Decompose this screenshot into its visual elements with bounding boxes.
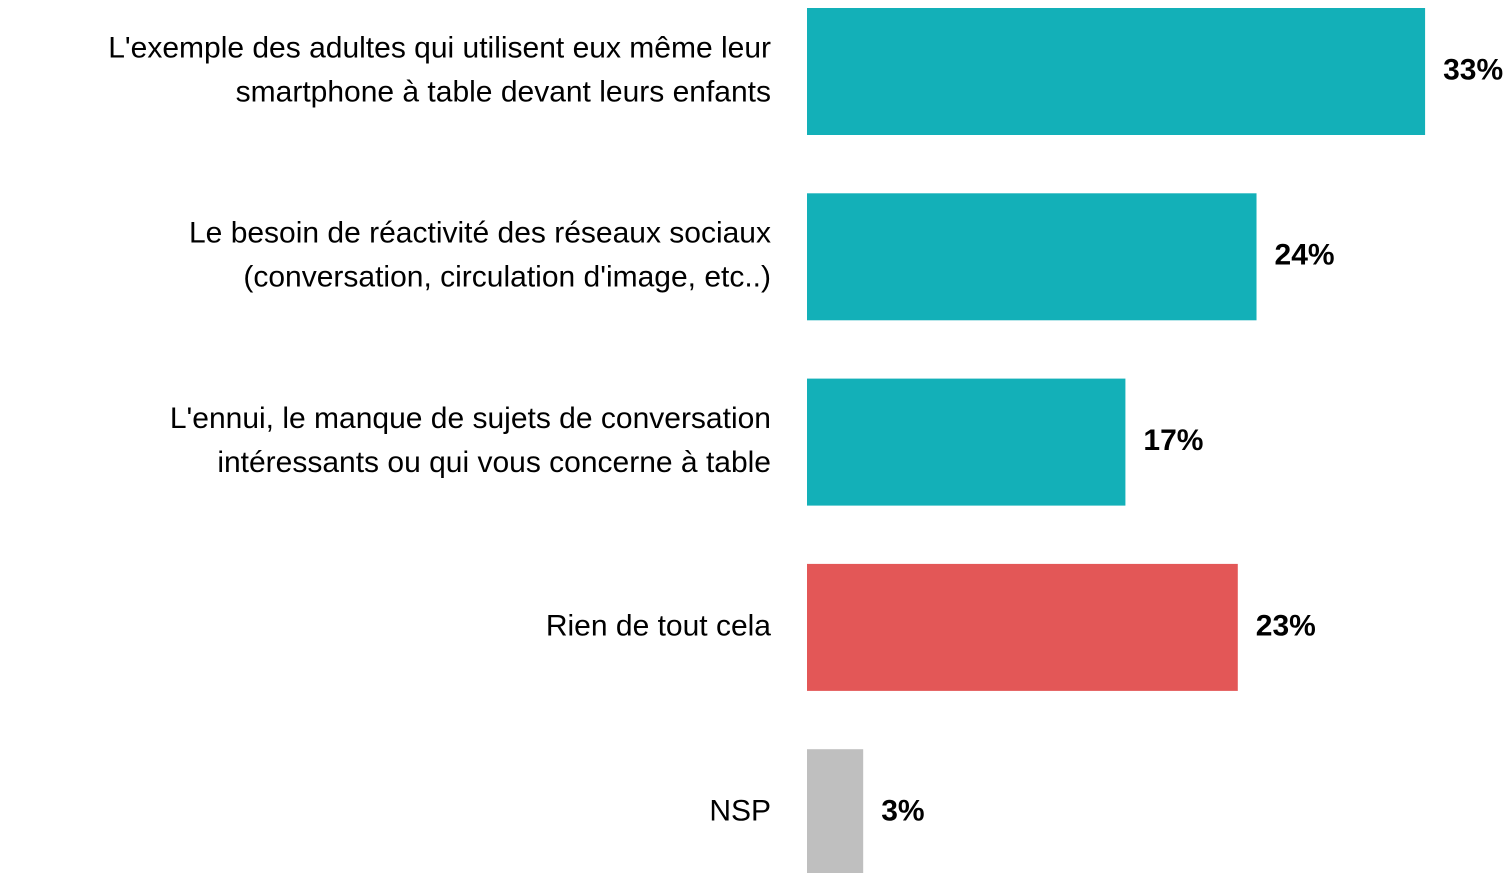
value-label: 17% [1143,424,1203,457]
category-label: Rien de tout cela [546,609,771,642]
category-label: intéressants ou qui vous concerne à tabl… [217,446,771,479]
bar [807,193,1257,321]
value-label: 33% [1443,53,1503,86]
category-label: L'exemple des adultes qui utilisent eux … [108,31,771,64]
category-label: (conversation, circulation d'image, etc.… [243,261,771,294]
category-label: NSP [709,795,771,828]
bar [807,563,1238,691]
value-label: 24% [1275,239,1335,272]
bar [807,378,1126,506]
category-label: Le besoin de réactivité des réseaux soci… [189,217,771,250]
category-label: L'ennui, le manque de sujets de conversa… [170,402,771,435]
bar [807,749,864,873]
value-label: 3% [881,795,924,828]
value-label: 23% [1256,609,1316,642]
category-label: smartphone à table devant leurs enfants [236,75,771,108]
bar [807,8,1426,135]
